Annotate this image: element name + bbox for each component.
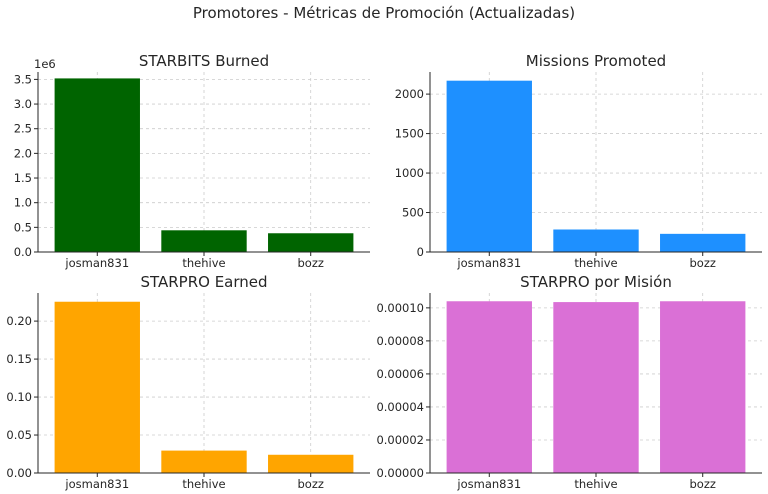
bar-bozz [660, 233, 746, 252]
chart-panel-2: 0 500 1000 1500 2000 josman831 thehive bozz Miss… [395, 52, 762, 270]
y-tick-label: 1000 [395, 166, 424, 180]
y-tick-label: 0 [417, 245, 424, 259]
y-tick-label: 2.5 [14, 122, 32, 136]
y-tick-label: 3.5 [14, 72, 32, 86]
y-tick-label: 3.0 [14, 97, 32, 111]
y-tick-label: 0.00008 [376, 334, 424, 348]
chart-panel-3: 0.00 0.05 0.10 0.15 0.20 josman831 thehive bozz… [6, 273, 370, 491]
bar-josman831 [446, 301, 532, 473]
y-tick-label: 0.00010 [376, 301, 424, 315]
bar-bozz [660, 301, 746, 473]
chart-panel-4: 0.00000 0.00002 0.00004 0.00006 0.00008 0.000… [376, 273, 762, 491]
x-tick-label: josman831 [64, 256, 129, 270]
y-offset-label: 1e6 [34, 57, 56, 71]
y-tick-label: 2000 [395, 87, 424, 101]
y-tick-label: 2.0 [14, 146, 32, 160]
chart-title: STARPRO Earned [140, 273, 267, 291]
y-tick-label: 0.00002 [376, 433, 424, 447]
y-tick-label: 0.00 [6, 466, 32, 480]
x-tick-label: josman831 [456, 477, 521, 491]
bar-thehive [553, 229, 639, 252]
x-tick-label: bozz [298, 477, 324, 491]
y-tick-label: 0.00000 [376, 466, 424, 480]
x-tick-label: thehive [574, 256, 617, 270]
y-tick-label: 0.00006 [376, 367, 424, 381]
y-tick-label: 1500 [395, 127, 424, 141]
y-tick-label: 500 [402, 206, 424, 220]
y-tick-label: 1.0 [14, 196, 32, 210]
x-tick-label: bozz [298, 256, 324, 270]
bar-thehive [553, 302, 639, 473]
y-tick-label: 0.10 [6, 390, 32, 404]
y-tick-label: 0.20 [6, 314, 32, 328]
bar-thehive [161, 450, 247, 473]
x-tick-label: josman831 [64, 477, 129, 491]
chart-title: STARBITS Burned [139, 52, 269, 70]
bar-josman831 [446, 80, 532, 253]
bar-bozz [268, 233, 354, 252]
y-tick-label: 0.5 [14, 220, 32, 234]
y-tick-label: 0.05 [6, 428, 32, 442]
x-tick-label: thehive [574, 477, 617, 491]
bar-josman831 [54, 301, 140, 473]
chart-title: STARPRO por Misión [520, 273, 672, 291]
chart-title: Missions Promoted [526, 52, 666, 70]
y-tick-label: 1.5 [14, 171, 32, 185]
y-tick-label: 0.00004 [376, 400, 424, 414]
bar-thehive [161, 230, 247, 252]
figure-title: Promotores - Métricas de Promoción (Actu… [192, 4, 576, 22]
y-tick-label: 0.0 [14, 245, 32, 259]
x-tick-label: bozz [690, 256, 716, 270]
x-tick-label: josman831 [456, 256, 521, 270]
y-tick-label: 0.15 [6, 352, 32, 366]
chart-panel-1: 0.0 0.5 1.0 1.5 2.0 2.5 3.0 3.5 josman831 thehive… [14, 52, 370, 270]
x-tick-label: thehive [182, 477, 225, 491]
x-tick-label: bozz [690, 477, 716, 491]
bar-josman831 [54, 78, 140, 253]
bar-bozz [268, 454, 354, 473]
x-tick-label: thehive [182, 256, 225, 270]
